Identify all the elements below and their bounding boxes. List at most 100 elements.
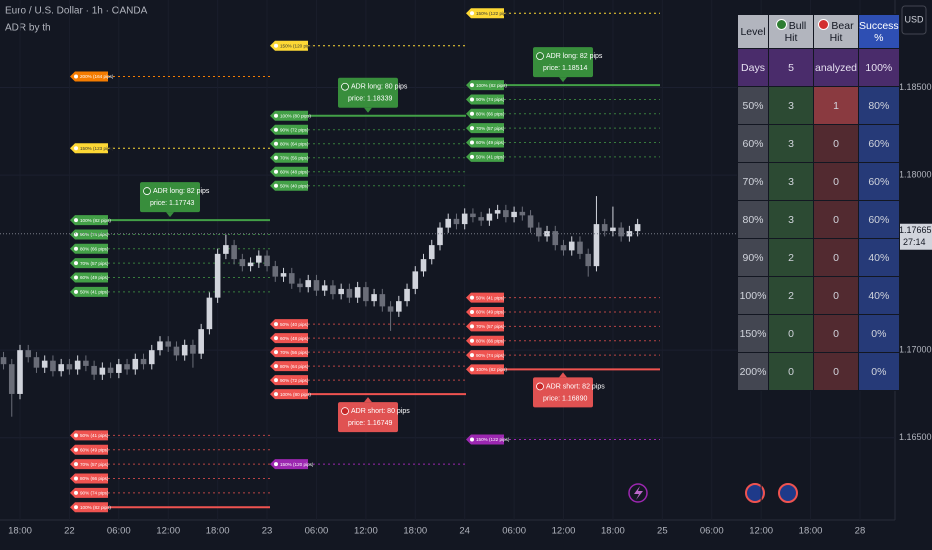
candle-body (25, 350, 32, 358)
cell-text: 1 (833, 99, 839, 112)
table-cell: 2 (768, 276, 814, 315)
level-label: 90% (74 pips) (476, 353, 505, 358)
cell-text: 0% (871, 327, 887, 340)
table-cell: 70% (737, 162, 769, 201)
level-tag (466, 94, 504, 105)
level-tag (70, 430, 108, 441)
candle-body (280, 273, 287, 277)
level-label: 150% (122 pips) (476, 11, 510, 16)
x-tick-label: 18:00 (206, 526, 230, 537)
currency-label[interactable]: USD (904, 14, 924, 24)
cell-text: 3 (788, 175, 794, 188)
table-cell: 200% (737, 352, 769, 391)
tooltip-box (338, 77, 398, 108)
candle-body (371, 294, 377, 302)
cell-text: Success % (859, 19, 899, 44)
level-tag (270, 152, 308, 163)
table-cell: 0% (858, 314, 900, 353)
tooltip-line: price: 1.16749 (348, 420, 392, 427)
candle-body (511, 211, 517, 218)
cell-text: 80% (868, 99, 890, 112)
tooltip-pointer (559, 77, 567, 83)
candle-body (214, 253, 221, 298)
table-row: 150% 0 0 0% (737, 314, 900, 353)
cell-text: 100% (739, 289, 767, 302)
candle-body (404, 288, 410, 302)
level-label: 90% (74 pips) (80, 232, 109, 237)
level-tag (70, 229, 108, 240)
level-tag (270, 333, 308, 344)
level-label: 60% (48 pips) (280, 336, 309, 341)
cell-text: Bear Hit (829, 20, 854, 44)
countdown: 27:14 (903, 237, 926, 247)
x-tick-label: 06:00 (700, 526, 724, 537)
level-label: 90% (72 pips) (280, 378, 309, 383)
level-label: 50% (41 pips) (476, 155, 505, 160)
candle-body (206, 297, 213, 330)
level-label: 70% (56 pips) (280, 155, 309, 160)
candle-body (297, 283, 303, 288)
cell-text: 50% (742, 99, 764, 112)
level-tag (270, 389, 308, 400)
level-label: 150% (122 pips) (476, 437, 510, 442)
cell-text: Bull Hit (784, 20, 807, 44)
candle-body (618, 227, 624, 237)
cell-text: 0 (788, 327, 794, 340)
cell-text: analyzed (814, 61, 858, 74)
currency-button[interactable] (901, 5, 927, 35)
candle-body (412, 271, 419, 289)
level-tag (70, 473, 108, 484)
x-tick-label: 24 (459, 526, 470, 537)
cell-text: 90% (742, 251, 764, 264)
tooltip-line: price: 1.17743 (150, 200, 194, 207)
status-dot (775, 19, 787, 30)
level-label: 90% (74 pips) (476, 97, 505, 102)
level-tag (70, 502, 108, 513)
table-cell: 3 (768, 200, 814, 239)
cell-text: 80% (742, 213, 764, 226)
table-row: Level Bull Hit Bear Hit Success % (737, 14, 900, 49)
candle-body (387, 306, 394, 312)
table-cell: 0 (813, 162, 859, 201)
candle-body (223, 245, 229, 254)
lightning-icon (634, 486, 643, 500)
candle-body (626, 231, 633, 237)
x-tick-label: 06:00 (502, 526, 526, 537)
level-label: 80% (66 pips) (80, 476, 109, 481)
table-row: 60% 3 0 60% (737, 124, 900, 163)
candle-body (568, 241, 575, 251)
tooltip-icon (536, 52, 544, 60)
level-tag (466, 321, 504, 332)
candle-body (519, 211, 526, 216)
y-tick-label: 1.16500 (899, 432, 932, 442)
table-cell: 0 (813, 352, 859, 391)
level-label: 70% (57 pips) (476, 126, 505, 131)
cell-text: 150% (739, 327, 767, 340)
stats-table: Level Bull Hit Bear Hit Success % Days 5 analy… (737, 14, 900, 391)
tag-dot (74, 218, 78, 223)
flag-icon[interactable] (778, 483, 798, 503)
candle-body (66, 364, 73, 370)
x-tick-label: 18:00 (799, 526, 823, 537)
candle-body (503, 210, 509, 218)
level-label: 90% (72 pips) (280, 127, 309, 132)
table-cell: 0 (813, 238, 859, 277)
tooltip-icon (143, 187, 151, 195)
level-tag (466, 364, 504, 375)
level-label: 150% (120 pips) (280, 43, 314, 48)
symbol-title: Euro / U.S. Dollar · 1h · OANDA (5, 6, 148, 17)
y-tick-label: 1.17000 (899, 345, 932, 355)
level-tag (466, 292, 504, 303)
flag-icon[interactable] (745, 483, 765, 503)
level-label: 80% (66 pips) (476, 338, 505, 343)
tag-dot (274, 378, 278, 383)
level-tag (466, 434, 504, 445)
x-tick-label: 06:00 (107, 526, 131, 537)
table-cell: 80% (737, 200, 769, 239)
cell-text: 70% (742, 175, 764, 188)
level-tag (270, 166, 308, 177)
candle-body (470, 213, 476, 218)
candle-body (148, 350, 155, 365)
x-tick-label: 12:00 (156, 526, 180, 537)
tooltip-icon (341, 407, 349, 416)
